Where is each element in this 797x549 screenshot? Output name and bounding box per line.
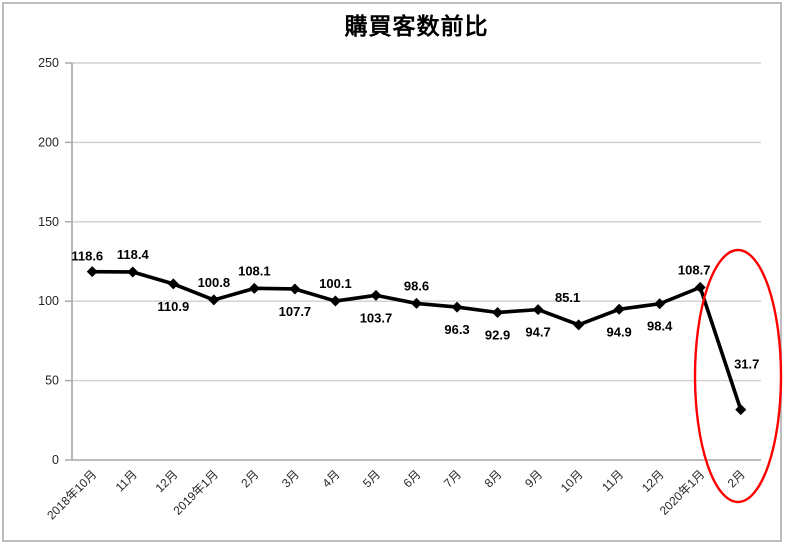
data-point-marker [532, 304, 544, 316]
x-tick-label: 2018年10月 [44, 467, 99, 522]
x-tick-label: 3月 [279, 467, 302, 490]
data-point-marker [654, 298, 666, 310]
x-tick-label: 11月 [599, 467, 626, 494]
data-label: 108.7 [678, 262, 711, 277]
x-tick-label: 12月 [639, 467, 667, 495]
chart-title: 購買客数前比 [344, 13, 489, 39]
data-point-marker [370, 289, 382, 301]
data-label: 107.7 [279, 304, 312, 319]
y-tick-label: 150 [38, 215, 59, 229]
data-point-marker [329, 295, 341, 307]
x-tick-label: 6月 [401, 467, 424, 490]
data-point-marker [289, 283, 301, 295]
data-point-marker [735, 404, 747, 416]
y-tick-label: 100 [38, 294, 59, 308]
y-tick-label: 200 [38, 135, 59, 149]
data-point-marker [573, 319, 585, 331]
x-tick-label: 9月 [522, 467, 545, 490]
data-label: 103.7 [360, 310, 393, 325]
data-point-marker [167, 278, 179, 290]
data-point-marker [208, 294, 220, 306]
data-label: 100.8 [198, 275, 231, 290]
data-point-marker [613, 303, 625, 315]
data-label: 31.7 [734, 357, 759, 372]
data-label: 98.4 [647, 319, 673, 334]
data-point-marker [248, 282, 260, 294]
data-label: 108.1 [238, 263, 271, 278]
data-label: 92.9 [485, 327, 510, 342]
data-label: 118.4 [117, 247, 150, 262]
x-tick-label: 12月 [153, 467, 181, 495]
x-tick-label: 10月 [558, 467, 586, 495]
data-label: 110.9 [157, 299, 189, 314]
y-tick-label: 50 [45, 374, 59, 388]
data-label: 94.9 [606, 324, 631, 339]
data-point-marker [127, 266, 139, 278]
x-tick-label: 7月 [441, 467, 464, 490]
x-tick-label: 2月 [725, 467, 748, 490]
y-tick-label: 0 [52, 453, 59, 467]
x-tick-label: 5月 [360, 467, 383, 490]
data-point-marker [694, 281, 706, 293]
data-point-marker [492, 306, 504, 318]
highlight-ellipse [693, 248, 783, 504]
data-label: 100.1 [319, 276, 352, 291]
data-label: 94.7 [525, 325, 550, 340]
data-label: 98.6 [404, 278, 429, 293]
data-label: 85.1 [555, 290, 580, 305]
data-point-marker [86, 266, 98, 278]
x-tick-label: 4月 [319, 467, 342, 490]
x-tick-label: 8月 [482, 467, 505, 490]
data-label: 96.3 [444, 322, 469, 337]
y-tick-label: 250 [38, 56, 59, 70]
x-tick-label: 2月 [238, 467, 261, 490]
data-point-marker [451, 301, 463, 313]
data-point-marker [411, 297, 422, 309]
data-label: 118.6 [71, 249, 103, 264]
x-tick-label: 11月 [113, 467, 140, 494]
